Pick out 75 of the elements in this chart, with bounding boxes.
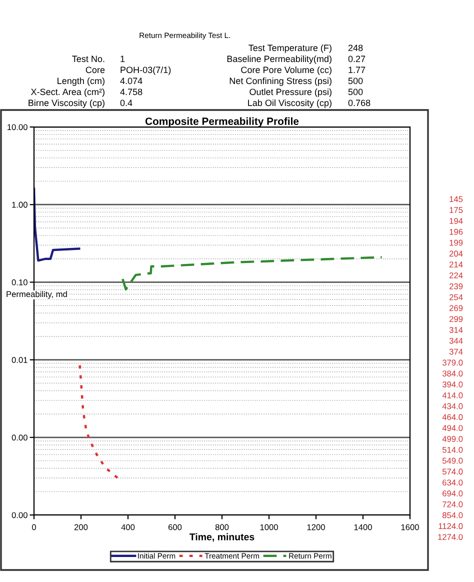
text: 0.27 (348, 56, 366, 62)
x-tick-label: 800 (215, 524, 229, 530)
text: 0.4 (120, 100, 132, 106)
y-tick-label: 1.00 (12, 202, 28, 208)
line-series (121, 256, 383, 290)
x-tick-label: 200 (74, 524, 88, 530)
x-tick-label: 1400 (354, 524, 372, 530)
y-tick-label: 0.00 (12, 434, 28, 440)
text: 514.0 (442, 446, 463, 453)
line-series (34, 188, 80, 262)
text: 854.0 (442, 512, 463, 518)
y-tick-label: 0.10 (12, 279, 28, 286)
text: Baseline Permeability(md) (227, 55, 332, 64)
x-tick-label: 1600 (401, 524, 419, 530)
text: 464.0 (442, 414, 463, 420)
text: 0.768 (348, 100, 370, 106)
text: 145 (450, 196, 463, 202)
text: Test No. (72, 56, 104, 62)
text: Net Confining Stress (psi) (230, 77, 332, 86)
text: 384.0 (442, 370, 463, 376)
text: 224 (450, 272, 463, 278)
chart-subtitle: Composite Permeability Profile (145, 117, 299, 127)
y-tick-label: 0.00 (12, 512, 28, 518)
text: 500 (348, 78, 363, 84)
x-tick-label: 400 (121, 524, 135, 530)
text: Length (cm) (58, 77, 104, 86)
text: 500 (348, 88, 363, 96)
text: 204 (450, 250, 463, 257)
text: 1274.0 (438, 534, 463, 540)
text: 549.0 (442, 458, 463, 464)
text: 634.0 (442, 480, 463, 486)
y-axis-title: Permeability, md (6, 291, 67, 299)
text: 1 (120, 56, 125, 62)
text: 214 (450, 262, 463, 268)
text: 694.0 (442, 490, 463, 496)
text: 344 (449, 338, 463, 344)
text: 499.0 (442, 436, 463, 442)
text: X-Sect. Area (cm²) (30, 88, 104, 97)
text: 175 (450, 207, 463, 213)
text: 574.0 (442, 468, 463, 475)
text: POH-03(7/1) (120, 66, 171, 75)
x-tick-label: 0 (32, 524, 36, 530)
text: Test Temperature (F) (248, 44, 332, 53)
text: Core (86, 66, 105, 74)
text: 724.0 (442, 501, 463, 508)
text: 194 (450, 218, 463, 224)
text: 199 (450, 240, 463, 246)
text: 1124.0 (438, 523, 463, 530)
text: 314 (449, 326, 463, 333)
text: 4.074 (120, 78, 142, 84)
x-tick-label: 600 (168, 524, 182, 530)
text: Core Pore Volume (cc) (241, 66, 332, 75)
text: 394.0 (442, 381, 463, 388)
text: 434.0 (442, 403, 463, 410)
text: Lab Oil Viscosity (cp) (248, 99, 332, 108)
text: 254 (450, 294, 463, 300)
text: 248 (348, 44, 363, 52)
text: 4.758 (120, 88, 142, 96)
x-tick-label: 1200 (307, 524, 325, 530)
text: 196 (450, 228, 463, 235)
text: 494.0 (442, 425, 463, 431)
text: 414.0 (442, 392, 463, 398)
x-axis-title: Time, minutes (190, 533, 254, 542)
text: Outlet Pressure (psi) (250, 88, 332, 97)
x-tick-label: 1000 (260, 524, 278, 530)
text: 239 (450, 283, 463, 290)
text: 299 (450, 316, 463, 322)
text: 1.77 (348, 66, 366, 73)
line-series (78, 364, 119, 480)
text: 374 (449, 348, 463, 355)
text: 379.0 (442, 360, 463, 366)
y-tick-label: 10.00 (8, 124, 28, 130)
text: 269 (450, 305, 463, 312)
y-tick-label: 0.01 (12, 357, 28, 363)
text: Birne Viscosity (cp) (28, 99, 104, 108)
